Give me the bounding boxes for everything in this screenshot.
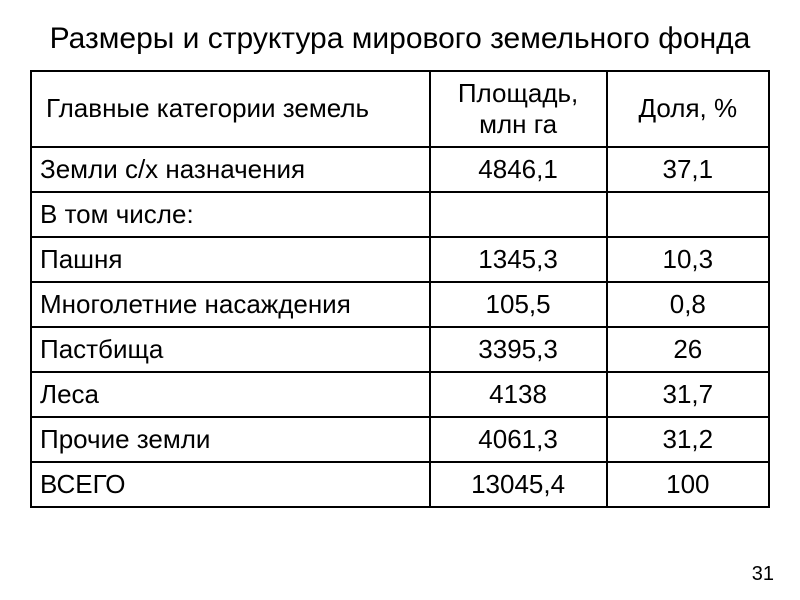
- table-row: Прочие земли 4061,3 31,2: [31, 417, 769, 462]
- cell-share: 10,3: [607, 237, 769, 282]
- cell-label: Земли с/х назначения: [31, 147, 430, 192]
- cell-label: Леса: [31, 372, 430, 417]
- cell-share: 100: [607, 462, 769, 507]
- cell-area: 4846,1: [430, 147, 607, 192]
- col-header-category: Главные категории земель: [31, 71, 430, 147]
- table-row: Пастбища 3395,3 26: [31, 327, 769, 372]
- table-row: Многолетние насаждения 105,5 0,8: [31, 282, 769, 327]
- table-row: Пашня 1345,3 10,3: [31, 237, 769, 282]
- cell-area: [430, 192, 607, 237]
- cell-area: 3395,3: [430, 327, 607, 372]
- cell-label: Прочие земли: [31, 417, 430, 462]
- cell-share: 0,8: [607, 282, 769, 327]
- cell-area: 105,5: [430, 282, 607, 327]
- cell-share: 37,1: [607, 147, 769, 192]
- cell-area: 4138: [430, 372, 607, 417]
- cell-area: 13045,4: [430, 462, 607, 507]
- table-row: ВСЕГО 13045,4 100: [31, 462, 769, 507]
- cell-label: Пашня: [31, 237, 430, 282]
- cell-label: В том числе:: [31, 192, 430, 237]
- slide-title: Размеры и структура мирового земельного …: [30, 20, 770, 58]
- cell-share: [607, 192, 769, 237]
- table-row: Леса 4138 31,7: [31, 372, 769, 417]
- table-header-row: Главные категории земель Площадь, млн га…: [31, 71, 769, 147]
- cell-label: ВСЕГО: [31, 462, 430, 507]
- table-row: В том числе:: [31, 192, 769, 237]
- cell-share: 26: [607, 327, 769, 372]
- page-number: 31: [752, 563, 774, 586]
- cell-area: 4061,3: [430, 417, 607, 462]
- col-header-area: Площадь, млн га: [430, 71, 607, 147]
- table-row: Земли с/х назначения 4846,1 37,1: [31, 147, 769, 192]
- cell-share: 31,2: [607, 417, 769, 462]
- cell-label: Многолетние насаждения: [31, 282, 430, 327]
- cell-label: Пастбища: [31, 327, 430, 372]
- land-fund-table: Главные категории земель Площадь, млн га…: [30, 70, 770, 508]
- slide-content: Размеры и структура мирового земельного …: [0, 0, 800, 508]
- cell-area: 1345,3: [430, 237, 607, 282]
- col-header-share: Доля, %: [607, 71, 769, 147]
- cell-share: 31,7: [607, 372, 769, 417]
